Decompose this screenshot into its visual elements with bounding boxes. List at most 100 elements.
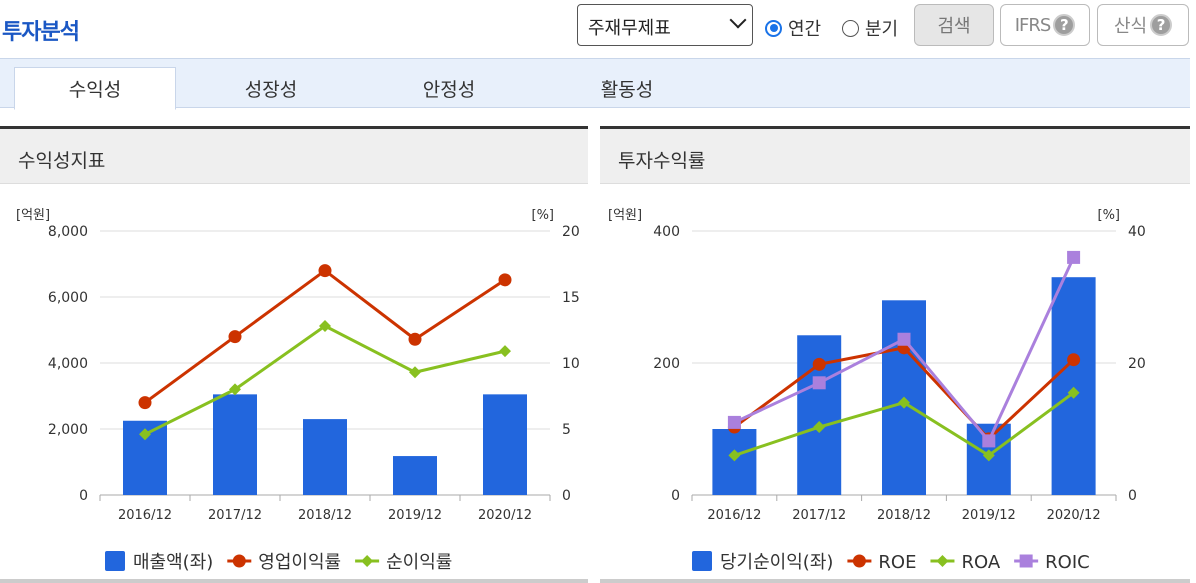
toolbar: 주재무제표 연간 분기 검색 IFRS ? 산식 ? [577,4,1192,46]
data-point [897,332,911,346]
investment-return-panel: 투자수익률 [억원] [%] 0 0 200 20 400 40 2016/12 2017/12 2… [600,126,1190,583]
legend-marker [1019,554,1033,568]
x-tick-label: 2018/12 [298,508,352,523]
statement-select[interactable]: 주재무제표 [577,4,753,46]
data-point [982,434,996,448]
panel-title: 수익성지표 [0,129,588,184]
right-tick-label: 10 [562,356,580,372]
data-point [498,273,512,287]
series-line [144,268,506,404]
profitability-chart: [억원] [%] 0 0 2,000 5 4,000 10 6,000 15 8,000 20 2016… [16,208,580,573]
left-axis-unit: [억원] [16,208,50,223]
x-tick-label: 2017/12 [208,508,262,523]
data-point [319,320,331,333]
data-point [982,449,995,462]
tab-bar: 수익성 성장성 안정성 활동성 [0,58,1190,110]
left-tick-label: 0 [79,488,88,504]
chevron-down-icon [729,11,747,29]
legend-marker [232,554,246,568]
ifrs-label: IFRS [1014,14,1052,36]
investment-return-chart: [억원] [%] 0 0 200 20 400 40 2016/12 2017/12 2018/12… [608,208,1146,573]
legend-label: ROIC [1045,552,1090,573]
data-point [1067,353,1081,367]
bar [1051,277,1096,495]
formula-help-button[interactable]: 산식 ? [1097,4,1189,46]
data-point [408,332,422,346]
data-point [1067,386,1080,399]
data-point [228,330,242,344]
x-tick-label: 2020/12 [478,508,532,523]
formula-label: 산식 [1113,16,1148,37]
radio-quarter-label: 분기 [865,19,899,40]
data-point [139,428,151,441]
legend-label: 영업이익률 [258,552,341,573]
radio-checked-icon [765,19,782,37]
data-point [727,415,741,429]
radio-annual-label: 연간 [788,19,822,40]
legend-swatch [105,551,125,571]
page-title: 투자분석 [2,20,80,45]
right-tick-label: 0 [562,488,571,504]
panel-title: 투자수익률 [600,129,1190,184]
left-tick-label: 2,000 [48,422,88,438]
data-point [812,357,826,371]
bar [393,456,437,495]
tab-activity[interactable]: 활동성 [600,78,654,101]
right-axis-unit: [%] [1098,208,1121,223]
ifrs-help-button[interactable]: IFRS ? [1000,4,1090,46]
bar [303,419,347,495]
left-tick-label: 200 [653,356,680,372]
data-point [813,421,826,434]
left-tick-label: 6,000 [48,290,88,306]
data-point [138,396,152,410]
data-point [318,264,332,278]
data-point [409,366,421,379]
x-tick-label: 2018/12 [877,508,931,523]
help-icon: ? [1150,14,1173,36]
data-point [229,383,241,396]
tab-profitability[interactable]: 수익성 [14,67,176,110]
search-button[interactable]: 검색 [914,4,994,46]
tab-growth[interactable]: 성장성 [244,78,298,101]
x-tick-label: 2019/12 [388,508,442,523]
x-tick-label: 2019/12 [962,508,1016,523]
radio-annual[interactable]: 연간 [765,15,821,41]
radio-quarter[interactable]: 분기 [842,15,898,41]
data-point [499,345,511,358]
legend-marker [936,555,949,567]
series-line [144,324,506,436]
legend-label: ROA [961,552,1000,573]
statement-select-value: 주재무제표 [588,18,671,39]
left-tick-label: 400 [653,224,680,240]
left-tick-label: 4,000 [48,356,88,372]
bar [483,394,527,495]
tab-stability[interactable]: 안정성 [422,78,476,101]
radio-unchecked-icon [842,19,859,37]
left-tick-label: 8,000 [48,224,88,240]
right-tick-label: 20 [562,224,580,240]
panel-divider [0,579,588,583]
right-tick-label: 40 [1128,224,1146,240]
legend-marker [852,554,866,568]
right-tick-label: 0 [1128,488,1137,504]
legend-label: 당기순이익(좌) [720,552,833,573]
x-tick-label: 2017/12 [792,508,846,523]
right-tick-label: 15 [562,290,580,306]
x-tick-label: 2016/12 [707,508,761,523]
right-axis-unit: [%] [532,208,555,223]
panel-divider [600,579,1190,583]
legend-label: 매출액(좌) [133,552,213,573]
x-tick-label: 2020/12 [1047,508,1101,523]
right-tick-label: 20 [1128,356,1146,372]
bar [712,429,757,495]
x-tick-label: 2016/12 [118,508,172,523]
legend-label: 순이익률 [386,552,452,573]
data-point [898,396,910,409]
left-tick-label: 0 [671,488,680,504]
right-tick-label: 5 [562,422,571,438]
legend-label: ROE [878,552,916,573]
data-point [728,449,741,462]
legend-swatch [692,551,712,571]
data-point [812,376,826,390]
legend-marker [361,555,374,567]
